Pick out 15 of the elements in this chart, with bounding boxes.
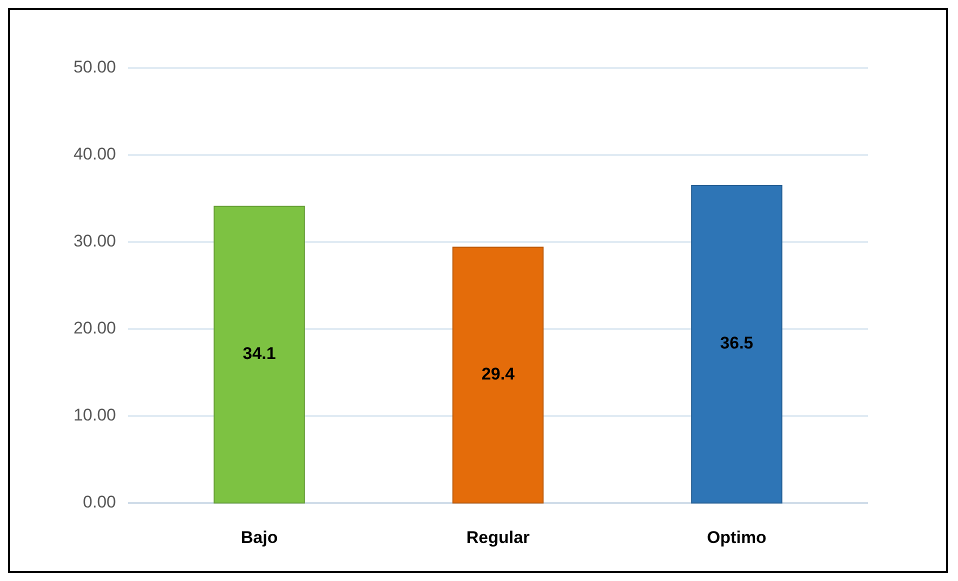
data-label: 29.4 (481, 364, 516, 384)
bar (214, 206, 305, 504)
x-tick-label: Regular (466, 528, 530, 547)
data-label: 36.5 (720, 334, 754, 353)
y-tick-label: 10.00 (73, 405, 116, 424)
y-tick-label: 0.00 (82, 492, 116, 512)
bar (691, 184, 782, 504)
x-tick-label: Optimo (706, 528, 766, 547)
bar (452, 246, 544, 504)
y-tick-label: 40.00 (73, 144, 116, 164)
y-tick-label: 30.00 (73, 231, 116, 250)
y-tick-label: 50.00 (73, 57, 116, 76)
data-label: 34.1 (242, 344, 276, 364)
y-tick-label: 20.00 (73, 318, 116, 338)
x-tick-label: Bajo (240, 528, 278, 547)
